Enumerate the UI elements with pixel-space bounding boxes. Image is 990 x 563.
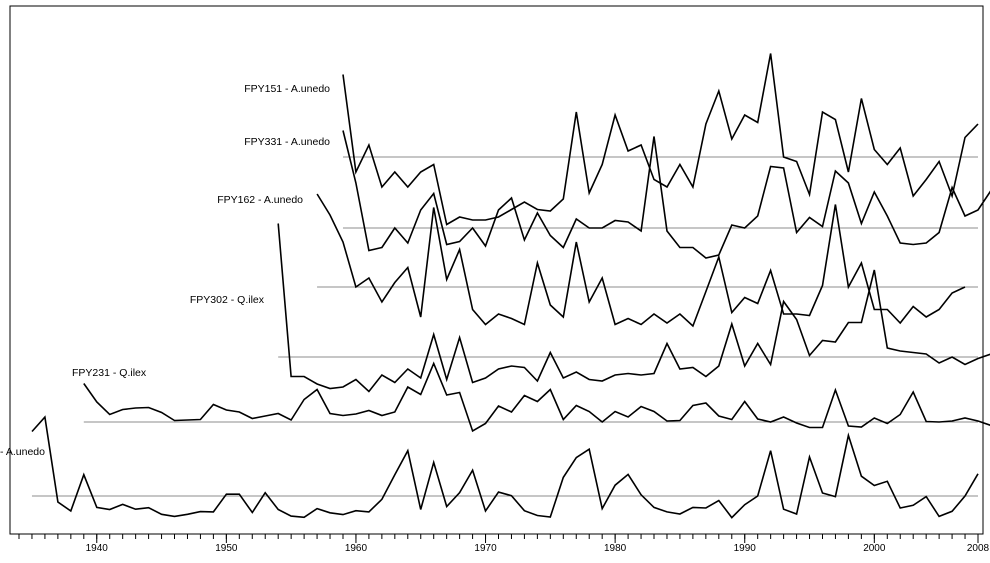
series-labels: FPY151 - A.unedo FPY331 - A.unedo FPY162 -… (0, 83, 330, 458)
plot-frame (9, 5, 984, 535)
series-label-fpy331-a-unedo: FPY331 - A.unedo (244, 136, 330, 148)
series-line-fpy282-a-unedo (31, 415, 979, 519)
x-tick-label: 2000 (863, 543, 886, 554)
series-label-fpy162-a-unedo: FPY162 - A.unedo (217, 194, 303, 206)
series-line-fpy162-a-unedo (316, 193, 966, 328)
series-label-fpy282-a-unedo: FPY282- A.unedo (0, 446, 45, 458)
series-label-fpy231-q-ilex: FPY231 - Q.ilex (72, 367, 147, 379)
series-line-fpy302-q-ilex (277, 223, 990, 393)
series-line-fpy151-a-unedo (342, 53, 979, 226)
x-tick-label: 1960 (345, 543, 368, 554)
x-tick-label: 1980 (604, 543, 627, 554)
series-label-fpy302-q-ilex: FPY302 - Q.ilex (190, 294, 265, 306)
x-tick-label: 1950 (215, 543, 238, 554)
x-tick-label: 1940 (86, 543, 109, 554)
x-tick-label: 2008 (967, 543, 990, 554)
baseline-lines (31, 156, 978, 497)
x-axis: 1940 1950 1960 1970 1980 1990 2000 2008 (18, 534, 990, 554)
x-tick-label: 1970 (474, 543, 497, 554)
series-line-fpy331-a-unedo (342, 130, 990, 259)
series-line-fpy231-q-ilex (83, 361, 990, 433)
x-tick-label: 1990 (734, 543, 757, 554)
series-lines (31, 53, 990, 519)
series-label-fpy151-a-unedo: FPY151 - A.unedo (244, 83, 330, 95)
